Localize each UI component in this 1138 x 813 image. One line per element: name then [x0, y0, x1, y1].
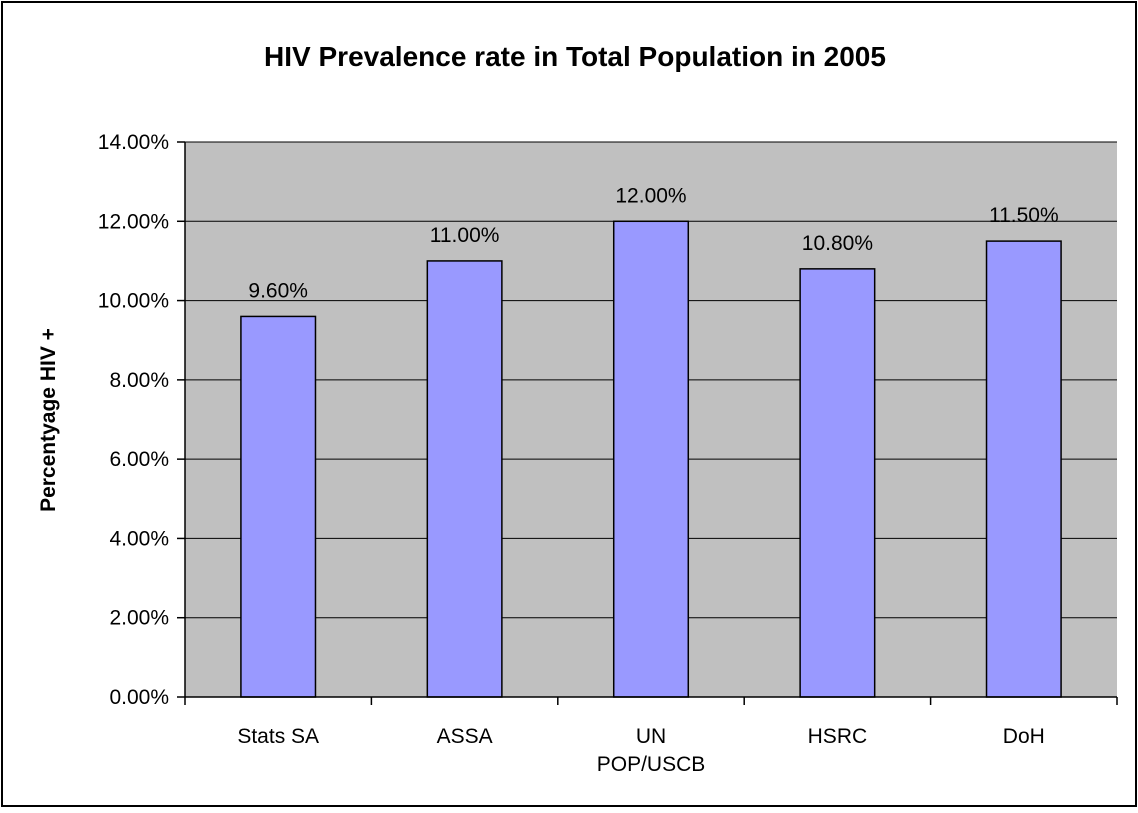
x-tick-label: Stats SA: [237, 725, 319, 748]
data-label: 10.80%: [802, 232, 873, 255]
y-tick-label: 12.00%: [98, 210, 169, 233]
y-tick-label: 8.00%: [109, 369, 169, 392]
data-label: 9.60%: [248, 279, 308, 302]
bar: [240, 315, 317, 698]
y-axis-label: Percentyage HIV +: [37, 328, 60, 512]
y-tick-label: 6.00%: [109, 448, 169, 471]
x-tick-label: HSRC: [808, 725, 868, 748]
y-tick-label: 10.00%: [98, 290, 169, 313]
y-axis-ticks: 0.00% 2.00% 4.00% 6.00% 8.00% 10.00% 12.00% 14.…: [98, 131, 185, 709]
x-tick-label: UN: [636, 725, 666, 748]
data-label: 11.50%: [989, 204, 1059, 227]
y-tick-label: 14.00%: [98, 131, 169, 154]
x-tick-label: DoH: [1003, 725, 1045, 748]
bar: [612, 220, 690, 698]
category-labels: Stats SA ASSA UN POP/USCB HSRC DoH: [237, 725, 1044, 776]
data-label: 11.00%: [430, 224, 500, 247]
data-label: 12.00%: [615, 184, 686, 207]
x-tick-label: ASSA: [437, 725, 493, 748]
y-tick-label: 2.00%: [109, 607, 169, 630]
x-axis-ticks: [184, 697, 1118, 705]
bar: [985, 240, 1062, 698]
chart-title: HIV Prevalence rate in Total Population …: [264, 41, 886, 72]
bar: [426, 260, 503, 698]
bar: [799, 268, 876, 698]
value-labels: 9.60% 11.00% 12.00% 10.80% 11.50%: [248, 184, 1058, 302]
x-tick-label: POP/USCB: [597, 753, 706, 776]
y-tick-label: 0.00%: [109, 686, 169, 709]
y-tick-label: 4.00%: [109, 527, 169, 550]
